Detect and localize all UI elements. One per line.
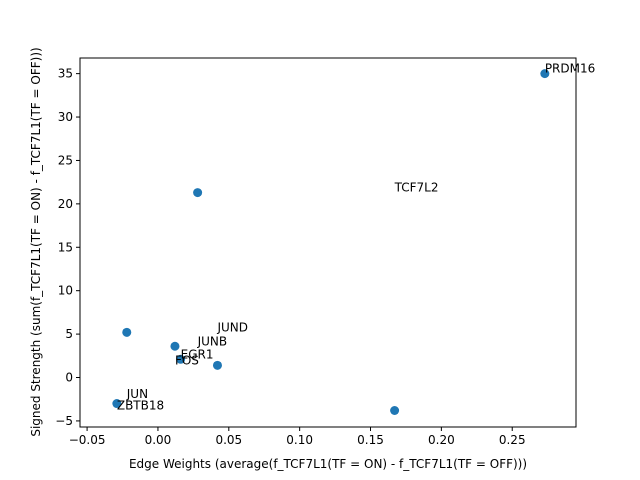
y-tick-label: 35 (58, 67, 73, 81)
y-tick-label: 25 (58, 153, 73, 167)
y-tick-label: 15 (58, 240, 73, 254)
scatter-point (170, 341, 180, 351)
scatter-point (212, 360, 222, 370)
x-tick-label: 0.20 (428, 433, 455, 447)
point-label: JUNB (197, 334, 228, 348)
scatter-point (122, 327, 132, 337)
x-tick-label: 0.05 (215, 433, 242, 447)
x-tick-label: 0.00 (145, 433, 172, 447)
y-axis-label: Signed Strength (sum(f_TCF7L1(TF = ON) -… (29, 47, 43, 436)
point-label: EGR1 (181, 347, 214, 361)
x-tick-label: −0.05 (69, 433, 106, 447)
y-tick-label: 10 (58, 284, 73, 298)
y-tick-label: 30 (58, 110, 73, 124)
y-axis-ticks: −5 0 5 10 15 20 25 30 35 (55, 67, 80, 428)
scatter-point (540, 69, 550, 79)
point-label: PRDM16 (545, 62, 595, 76)
x-tick-label: 0.10 (286, 433, 313, 447)
y-tick-label: −5 (55, 414, 73, 428)
x-axis-ticks: −0.05 0.00 0.05 0.10 0.15 0.20 0.25 (69, 427, 526, 447)
point-label: JUND (216, 320, 248, 334)
y-tick-label: 5 (65, 327, 73, 341)
point-label: TCF7L2 (394, 181, 439, 195)
x-tick-label: 0.25 (499, 433, 526, 447)
y-tick-label: 0 (65, 371, 73, 385)
point-label: ZBTB18 (117, 399, 164, 413)
x-axis-label: Edge Weights (average(f_TCF7L1(TF = ON) … (129, 457, 527, 471)
plot-background (80, 58, 576, 427)
points-layer (112, 69, 550, 416)
y-tick-label: 20 (58, 197, 73, 211)
scatter-point (390, 406, 400, 416)
point-label: FOS (175, 353, 199, 367)
scatter-point (176, 354, 186, 364)
x-tick-label: 0.15 (357, 433, 384, 447)
point-label: JUN (126, 387, 148, 401)
scatter-point (193, 188, 203, 198)
plot-frame (79, 57, 577, 428)
scatter-point (112, 399, 122, 409)
